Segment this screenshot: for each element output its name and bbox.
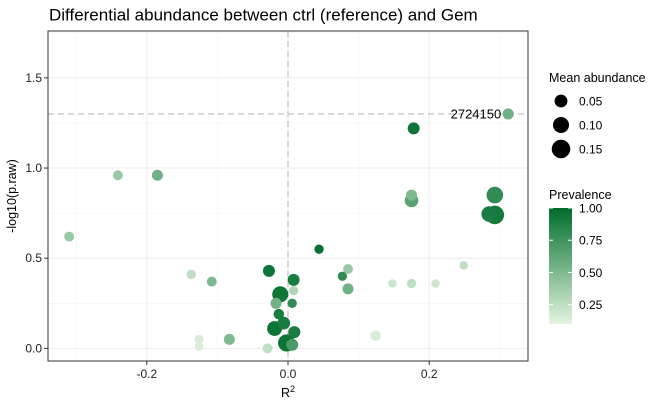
size-legend-label: 0.15: [579, 143, 603, 157]
data-point: [186, 269, 196, 280]
data-point: [314, 244, 324, 254]
y-tick-label: 1.0: [25, 161, 42, 175]
plot-panel: 2724150: [47, 30, 529, 362]
size-legend: Mean abundance 0.05 0.10 0.15: [549, 71, 646, 159]
size-legend-key: [554, 94, 568, 108]
data-point: [431, 279, 440, 288]
data-point: [262, 343, 273, 354]
color-legend: Prevalence 1.00 0.75 0.50 0.25: [549, 188, 612, 324]
point-annotation: 2724150: [451, 106, 502, 121]
y-axis-ticks: 0.0 0.5 1.0 1.5: [25, 71, 48, 355]
reference-lines: [48, 31, 528, 361]
size-legend-title: Mean abundance: [549, 71, 646, 85]
data-point: [286, 338, 299, 351]
data-point: [406, 278, 417, 289]
color-legend-title: Prevalence: [549, 188, 612, 202]
colorbar-label: 0.75: [579, 234, 603, 248]
data-point: [288, 326, 301, 339]
data-point: [289, 286, 299, 296]
data-point: [287, 298, 297, 308]
size-legend-label: 0.05: [579, 95, 603, 109]
x-axis-ticks: -0.2 0.0 0.2: [136, 361, 438, 381]
data-point: [64, 231, 75, 242]
data-point: [194, 342, 204, 351]
data-point: [151, 169, 163, 181]
x-tick-label: 0.2: [421, 367, 438, 381]
size-legend-key: [551, 139, 571, 159]
colorbar-label: 0.50: [579, 266, 603, 280]
data-point: [343, 264, 353, 275]
prevalence-colorbar: [549, 208, 572, 324]
data-point: [262, 264, 275, 277]
y-tick-label: 0.5: [25, 251, 42, 265]
data-points: [64, 108, 514, 354]
x-axis-label-superscript: 2: [290, 384, 295, 394]
data-point: [370, 330, 381, 342]
point-label: 2724150: [451, 106, 502, 121]
data-point: [112, 170, 123, 181]
data-point: [206, 276, 217, 287]
y-tick-label: 1.5: [25, 71, 42, 85]
data-point: [277, 316, 291, 330]
data-point: [223, 333, 235, 345]
data-point: [502, 108, 514, 120]
x-axis-label: R2: [281, 384, 295, 400]
chart-title: Differential abundance between ctrl (ref…: [49, 6, 478, 25]
data-point: [459, 261, 469, 270]
y-axis-label: -log10(p.raw): [5, 159, 19, 233]
size-legend-key: [552, 116, 570, 134]
data-point: [388, 279, 397, 288]
data-point: [287, 273, 300, 286]
data-point: [273, 308, 285, 320]
data-point: [486, 186, 504, 204]
data-point: [405, 189, 418, 201]
size-legend-label: 0.10: [579, 119, 603, 133]
x-tick-label: -0.2: [136, 367, 157, 381]
data-point: [270, 297, 282, 309]
colorbar-label: 1.00: [579, 202, 603, 216]
y-tick-label: 0.0: [25, 341, 42, 355]
data-point: [342, 283, 354, 295]
data-point: [194, 334, 204, 345]
data-point: [407, 122, 420, 135]
data-point: [481, 206, 497, 222]
x-tick-label: 0.0: [280, 367, 297, 381]
x-axis-label-text: R: [281, 386, 290, 400]
data-point: [337, 271, 347, 281]
colorbar-label: 0.25: [579, 298, 603, 312]
